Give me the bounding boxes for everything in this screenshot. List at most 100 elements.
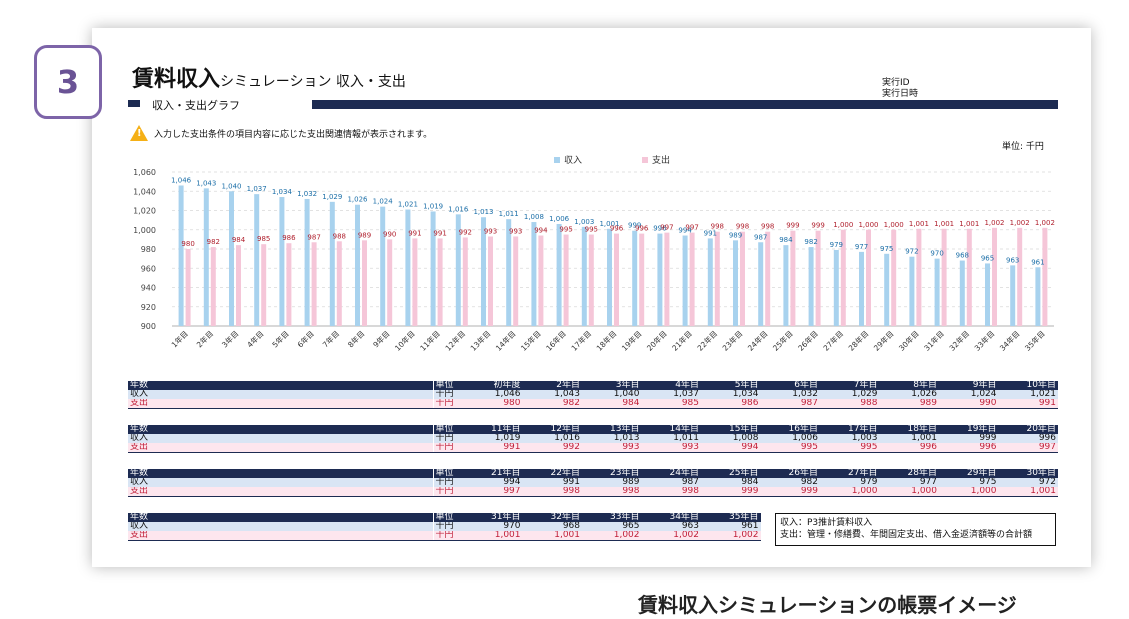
table-cell: 18年目: [879, 425, 939, 434]
data-label-income: 1,011: [499, 210, 519, 218]
data-label-income: 1,019: [423, 202, 443, 210]
bar-expense: [236, 245, 241, 326]
note-income: 収入：P3推計賃料収入: [780, 518, 873, 528]
data-label-expense: 996: [635, 225, 649, 233]
data-label-expense: 982: [207, 238, 220, 246]
table-cell: 993: [582, 443, 642, 453]
bar-expense: [311, 242, 317, 326]
table-cell: 994: [463, 478, 523, 487]
data-label-income: 979: [830, 241, 843, 249]
x-tick-label: 19年目: [619, 328, 643, 352]
execution-datetime-label: 実行日時: [882, 89, 919, 99]
x-tick-label: 18年目: [594, 328, 618, 352]
report-title-sub: シミュレーション 収入・支出: [220, 74, 406, 90]
table-cell: 1,002: [582, 531, 642, 541]
table-cell: 27年目: [820, 469, 880, 478]
section-rule: [312, 100, 1058, 109]
table-row: 支出 千円 991 992 993 993 994 995 995 996 996 997: [128, 443, 1058, 453]
data-label-expense: 1,002: [1010, 219, 1030, 227]
data-label-income: 963: [1006, 256, 1019, 264]
data-label-expense: 998: [736, 223, 749, 231]
data-label-income: 1,032: [297, 190, 317, 198]
x-tick-label: 14年目: [493, 328, 517, 352]
x-tick-label: 15年目: [518, 328, 542, 352]
table-cell: 993: [641, 443, 701, 453]
table-cell: 994: [701, 443, 761, 453]
bar-expense: [664, 232, 670, 326]
data-label-expense: 997: [660, 224, 673, 232]
bar-expense: [412, 238, 418, 326]
legend-note-box: 収入：P3推計賃料収入 支出：管理・修繕費、年間固定支出、借入金返済額等の合計額: [775, 513, 1056, 546]
data-label-income: 975: [880, 245, 893, 253]
table-cell: 998: [641, 487, 701, 497]
bar-expense: [488, 236, 493, 326]
data-label-expense: 998: [761, 223, 774, 231]
table-cell: 25年目: [701, 469, 761, 478]
x-tick-label: 22年目: [695, 328, 719, 352]
data-label-income: 1,021: [398, 201, 418, 209]
notice-text: 入力した支出条件の項目内容に応じた支出関連情報が表示されます。: [154, 129, 433, 140]
table-cell: 1,002: [701, 531, 761, 541]
row-label: 年数: [128, 425, 433, 434]
data-table-block: 年数 単位 11年目 12年目 13年目 14年目 15年目 16年目 17年目 18年目 19年目…: [128, 425, 1058, 453]
data-label-income: 987: [754, 233, 767, 241]
table-cell: 20年目: [998, 425, 1058, 434]
row-label: 年数: [128, 513, 433, 522]
bar-income: [607, 228, 612, 326]
bar-expense: [210, 247, 216, 326]
table-cell: 965: [582, 522, 642, 531]
table-cell: 979: [820, 478, 880, 487]
table-cell: 15年目: [701, 425, 761, 434]
x-tick-label: 4年目: [245, 328, 266, 349]
bar-expense: [714, 231, 720, 326]
bar-income: [959, 260, 965, 326]
table-cell: 19年目: [939, 425, 999, 434]
table-cell: 997: [463, 487, 523, 497]
bar-income: [455, 214, 461, 326]
y-tick-label: 920: [141, 303, 156, 312]
report-sheet: 賃料収入シミュレーション 収入・支出 実行ID 実行日時 収入・支出グラフ ! …: [92, 28, 1091, 567]
table-cell: 17年目: [820, 425, 880, 434]
table-cell: 975: [939, 478, 999, 487]
row-label: 年数: [128, 381, 433, 390]
data-table-block: 年数 単位 初年度 2年目 3年目 4年目 5年目 6年目 7年目 8年目 9年目 10年目 収入 千円 1…: [128, 381, 1058, 409]
x-tick-label: 13年目: [468, 328, 492, 352]
table-cell: 12年目: [522, 425, 582, 434]
bar-expense: [387, 239, 393, 326]
x-tick-label: 33年目: [972, 328, 996, 352]
section-title: 収入・支出グラフ: [152, 97, 246, 113]
data-label-income: 999: [628, 222, 641, 230]
unit-cell: 単位: [432, 425, 463, 434]
unit-cell: 千円: [432, 478, 463, 487]
x-tick-label: 30年目: [896, 328, 920, 352]
table-cell: 982: [522, 399, 582, 409]
data-label-expense: 993: [484, 227, 497, 235]
row-label: 収入: [128, 434, 433, 443]
legend-swatch-income: [554, 156, 560, 163]
data-label-income: 965: [981, 254, 994, 262]
bar-expense: [1042, 227, 1048, 326]
data-label-income: 1,003: [574, 218, 594, 226]
legend-item-expense: 支出: [642, 153, 670, 166]
table-cell: 1,013: [582, 434, 642, 443]
data-label-expense: 989: [358, 231, 371, 239]
table-cell: 986: [701, 399, 761, 409]
table-cell: 972: [998, 478, 1058, 487]
table-row: 収入 千円 994 991 989 987 984 982 979 977 975 972: [128, 478, 1058, 487]
table-cell: 6年目: [760, 381, 820, 390]
y-tick-label: 1,020: [133, 207, 156, 216]
x-tick-label: 21年目: [670, 328, 694, 352]
x-tick-label: 24年目: [745, 328, 769, 352]
table-cell: 1,006: [760, 434, 820, 443]
table-cell: 961: [701, 522, 761, 531]
bar-income: [833, 249, 839, 326]
data-label-expense: 995: [559, 226, 572, 234]
table-row: 年数 単位 21年目 22年目 23年目 24年目 25年目 26年目 27年目 28年目 29年目…: [128, 469, 1058, 478]
x-tick-label: 34年目: [997, 328, 1021, 352]
x-tick-label: 17年目: [569, 328, 593, 352]
data-label-expense: 994: [534, 227, 548, 235]
data-label-expense: 1,000: [833, 221, 853, 229]
data-label-income: 1,040: [221, 182, 241, 190]
x-tick-label: 11年目: [418, 328, 442, 352]
table-cell: 33年目: [582, 513, 642, 522]
